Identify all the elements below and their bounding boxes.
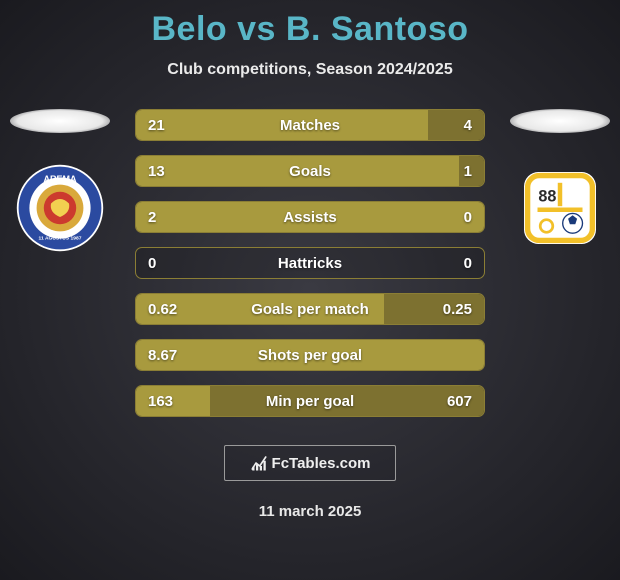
stat-row: 8.67Shots per goal bbox=[135, 339, 485, 371]
stat-row: 2Assists0 bbox=[135, 201, 485, 233]
player-left-name: Belo bbox=[152, 10, 228, 48]
left-badge-column: AREMA 11 AGUSTUS 1987 bbox=[5, 109, 115, 253]
stat-label: Goals bbox=[188, 163, 432, 180]
stat-row: 163Min per goal607 bbox=[135, 385, 485, 417]
footer-date: 11 march 2025 bbox=[0, 503, 620, 520]
stat-value-right: 0 bbox=[432, 255, 472, 272]
stat-value-left: 2 bbox=[148, 209, 188, 226]
brand-text: FcTables.com bbox=[272, 455, 371, 472]
stat-value-left: 21 bbox=[148, 117, 188, 134]
comparison-content: AREMA11 AGUSTUS 1987 88 21Matches413Goal… bbox=[0, 109, 620, 520]
stat-label: Assists bbox=[188, 209, 432, 226]
stat-rows: 21Matches413Goals12Assists00Hattricks00.… bbox=[135, 109, 485, 417]
stat-value-right: 607 bbox=[432, 393, 472, 410]
shadow-ellipse bbox=[10, 109, 110, 133]
stat-value-left: 8.67 bbox=[148, 347, 188, 364]
player-right-name: B. Santoso bbox=[286, 10, 469, 48]
right-badge-column: 88 bbox=[505, 109, 615, 253]
vs-text: vs bbox=[237, 10, 276, 48]
barito-badge: 88 bbox=[515, 163, 605, 253]
svg-text:88: 88 bbox=[538, 188, 556, 206]
stat-label: Hattricks bbox=[188, 255, 432, 272]
stat-row: 21Matches4 bbox=[135, 109, 485, 141]
arema-badge: AREMA 11 AGUSTUS 1987 bbox=[15, 163, 105, 253]
brand-footer: FcTables.com bbox=[224, 445, 396, 481]
svg-text:11 AGUSTUS 1987: 11 AGUSTUS 1987 bbox=[39, 236, 82, 242]
stat-label: Goals per match bbox=[188, 301, 432, 318]
svg-text:AREMA: AREMA bbox=[44, 174, 77, 184]
chart-icon bbox=[250, 454, 268, 472]
stat-value-right: 1 bbox=[432, 163, 472, 180]
stat-value-left: 0 bbox=[148, 255, 188, 272]
stat-row: 13Goals1 bbox=[135, 155, 485, 187]
page-title: Belo vs B. Santoso bbox=[0, 0, 620, 49]
stat-row: 0.62Goals per match0.25 bbox=[135, 293, 485, 325]
stat-value-left: 13 bbox=[148, 163, 188, 180]
stat-label: Matches bbox=[188, 117, 432, 134]
shadow-ellipse bbox=[510, 109, 610, 133]
subtitle: Club competitions, Season 2024/2025 bbox=[0, 61, 620, 79]
stat-value-right: 0 bbox=[432, 209, 472, 226]
stat-row: 0Hattricks0 bbox=[135, 247, 485, 279]
stat-label: Min per goal bbox=[188, 393, 432, 410]
stat-value-right: 0.25 bbox=[432, 301, 472, 318]
stat-value-right: 4 bbox=[432, 117, 472, 134]
stat-label: Shots per goal bbox=[188, 347, 432, 364]
stat-value-left: 163 bbox=[148, 393, 188, 410]
stat-value-left: 0.62 bbox=[148, 301, 188, 318]
